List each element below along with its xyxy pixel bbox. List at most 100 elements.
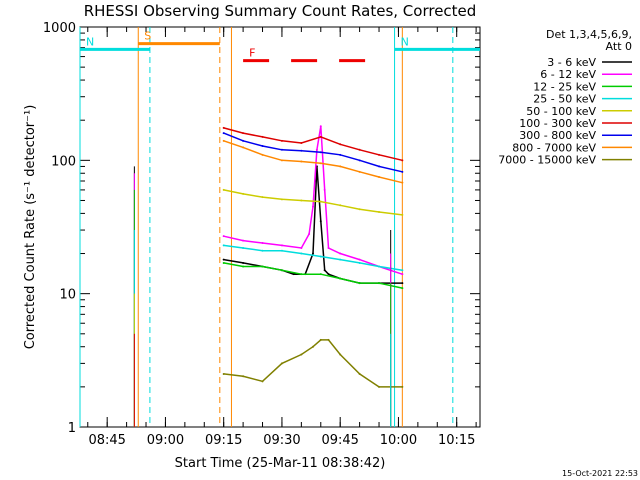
- timestamp: 15-Oct-2021 22:53: [562, 469, 638, 478]
- data-point-7000-15000-kev: [339, 353, 342, 356]
- data-point-7000-15000-kev: [300, 353, 303, 356]
- data-point-300-800-kev: [401, 170, 404, 173]
- legend-title: Det 1,3,4,5,6,9,: [546, 28, 632, 41]
- data-point-3-6-kev: [242, 261, 245, 264]
- data-point-3-6-kev: [401, 282, 404, 285]
- series-line-50-100-kev: [223, 189, 403, 216]
- data-point-50-100-kev: [261, 196, 264, 199]
- data-point-25-50-kev: [261, 249, 264, 252]
- y-tick-label: 1000: [43, 21, 76, 36]
- legend-label-50-100-kev: 50 - 100 keV: [526, 105, 596, 118]
- data-point-25-50-kev: [401, 269, 404, 272]
- series-line-12-25-kev: [223, 262, 403, 289]
- data-point-6-12-kev: [280, 244, 283, 247]
- x-tick-label: 10:15: [438, 433, 475, 448]
- legend-label-7000-15000-kev: 7000 - 15000 keV: [498, 154, 596, 167]
- data-point-3-6-kev: [319, 220, 322, 223]
- series-line-25-50-kev: [223, 244, 403, 271]
- data-point-300-800-kev: [378, 165, 381, 168]
- data-point-800-7000-kev: [339, 165, 342, 168]
- legend-label-25-50-kev: 25 - 50 keV: [533, 93, 596, 106]
- data-point-7000-15000-kev: [280, 362, 283, 365]
- data-point-7000-15000-kev: [319, 338, 322, 341]
- data-point-25-50-kev: [300, 252, 303, 255]
- data-point-7000-15000-kev: [261, 380, 264, 383]
- data-point-50-100-kev: [280, 198, 283, 201]
- x-tick-label: 10:00: [380, 433, 417, 448]
- y-axis-ticks: 1 10 100 1000: [43, 21, 480, 436]
- data-point-12-25-kev: [222, 261, 225, 264]
- data-point-100-300-kev: [339, 143, 342, 146]
- data-point-25-50-kev: [222, 244, 225, 247]
- legend-label-12-25-kev: 12 - 25 keV: [533, 80, 596, 93]
- series-group: [133, 125, 404, 427]
- data-point-300-800-kev: [319, 151, 322, 154]
- x-tick-label: 09:00: [147, 433, 184, 448]
- data-point-7000-15000-kev: [401, 385, 404, 388]
- data-point-100-300-kev: [300, 141, 303, 144]
- data-point-3-6-kev: [222, 258, 225, 261]
- data-point-6-12-kev: [358, 258, 361, 261]
- data-point-25-50-kev: [339, 258, 342, 261]
- data-point-6-12-kev: [308, 233, 311, 236]
- data-point-12-25-kev: [358, 282, 361, 285]
- data-point-100-300-kev: [319, 135, 322, 138]
- data-point-800-7000-kev: [358, 170, 361, 173]
- data-point-7000-15000-kev: [327, 338, 330, 341]
- plot-area: [79, 26, 481, 428]
- state-flags: S N N F: [79, 27, 480, 427]
- legend-label-100-300-kev: 100 - 300 keV: [519, 117, 596, 130]
- x-tick-label: 09:15: [205, 433, 242, 448]
- data-point-3-6-kev: [312, 252, 315, 255]
- state-flag-label: S: [144, 30, 151, 43]
- data-point-50-100-kev: [401, 213, 404, 216]
- data-point-12-25-kev: [242, 265, 245, 268]
- data-point-25-50-kev: [280, 249, 283, 252]
- data-point-6-12-kev: [319, 125, 322, 128]
- data-point-300-800-kev: [222, 132, 225, 135]
- data-point-800-7000-kev: [378, 175, 381, 178]
- data-point-6-12-kev: [242, 239, 245, 242]
- data-point-50-100-kev: [319, 200, 322, 203]
- data-point-25-50-kev: [319, 255, 322, 258]
- y-tick-label: 100: [51, 154, 76, 169]
- data-point-800-7000-kev: [401, 181, 404, 184]
- data-point-7000-15000-kev: [378, 385, 381, 388]
- series-line-800-7000-kev: [223, 140, 403, 184]
- data-point-100-300-kev: [401, 159, 404, 162]
- data-point-300-800-kev: [358, 159, 361, 162]
- data-point-300-800-kev: [261, 145, 264, 148]
- data-point-12-25-kev: [280, 269, 283, 272]
- y-axis-label: Corrected Count Rate (s⁻¹ detector⁻¹): [23, 105, 38, 350]
- data-point-3-6-kev: [292, 273, 295, 276]
- series-line-7000-15000-kev: [223, 339, 403, 388]
- data-point-800-7000-kev: [242, 146, 245, 149]
- series-line-300-800-kev: [223, 132, 403, 173]
- data-point-25-50-kev: [378, 265, 381, 268]
- data-point-12-25-kev: [319, 273, 322, 276]
- data-point-12-25-kev: [261, 265, 264, 268]
- data-point-800-7000-kev: [280, 159, 283, 162]
- data-point-50-100-kev: [339, 204, 342, 207]
- legend-label-300-800-kev: 300 - 800 keV: [519, 129, 596, 142]
- x-axis-label: Start Time (25-Mar-11 08:38:42): [175, 456, 386, 471]
- legend-label-3-6-kev: 3 - 6 keV: [547, 56, 596, 69]
- legend-label-800-7000-kev: 800 - 7000 keV: [512, 141, 596, 154]
- data-point-12-25-kev: [339, 277, 342, 280]
- state-flag-label: N: [86, 35, 94, 48]
- data-point-300-800-kev: [242, 139, 245, 142]
- data-point-3-6-kev: [327, 273, 330, 276]
- state-flag-label: F: [249, 47, 255, 60]
- data-point-100-300-kev: [280, 139, 283, 142]
- data-point-12-25-kev: [300, 273, 303, 276]
- data-point-800-7000-kev: [222, 139, 225, 142]
- x-tick-label: 09:45: [321, 433, 358, 448]
- data-point-800-7000-kev: [261, 153, 264, 156]
- data-point-25-50-kev: [242, 247, 245, 250]
- series-line-100-300-kev: [223, 127, 403, 162]
- data-point-800-7000-kev: [319, 162, 322, 165]
- data-point-6-12-kev: [315, 148, 318, 151]
- data-point-7000-15000-kev: [312, 345, 315, 348]
- data-point-100-300-kev: [358, 148, 361, 151]
